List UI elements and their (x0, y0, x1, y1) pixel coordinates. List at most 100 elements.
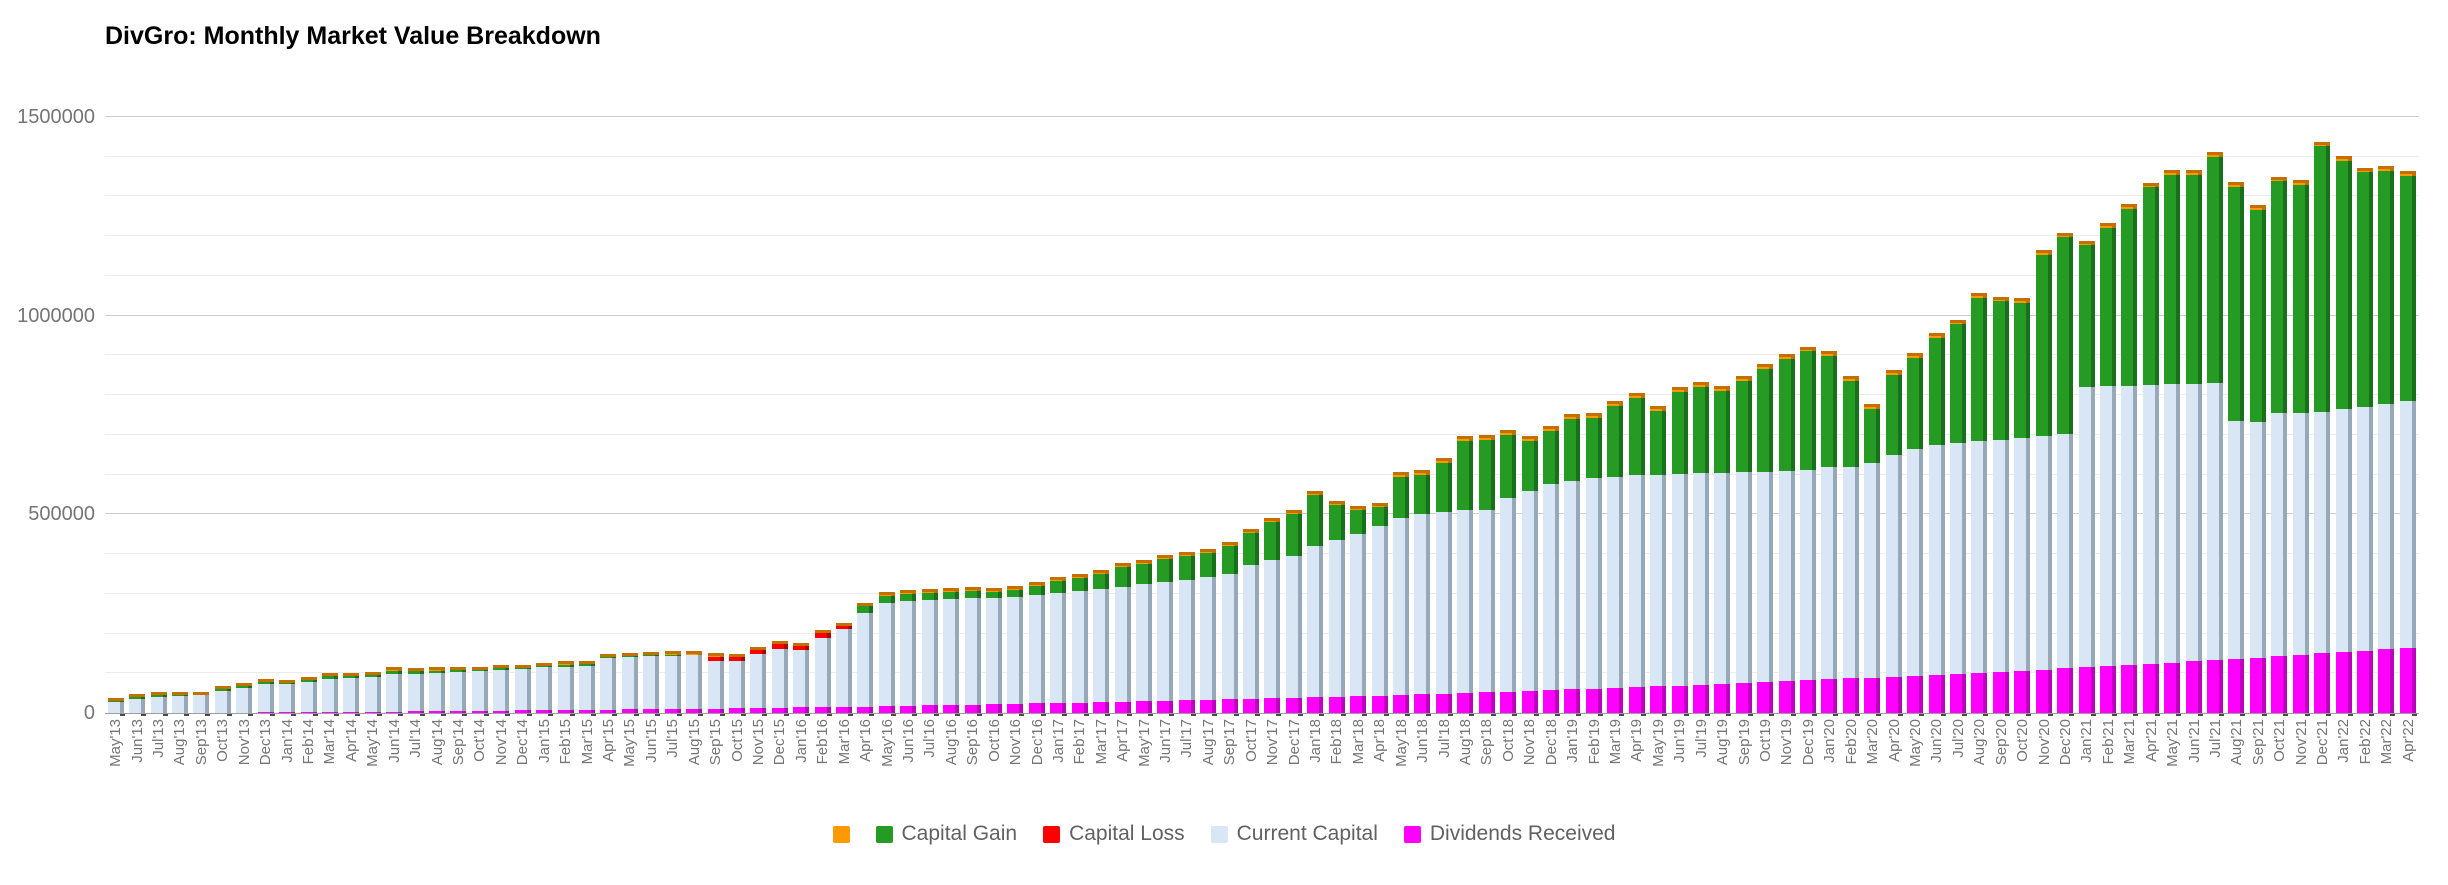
bar-Jun'14[interactable] (386, 667, 404, 716)
segment-capital[interactable] (2314, 412, 2331, 654)
segment-cash[interactable] (1264, 517, 1281, 522)
segment-capital[interactable] (986, 597, 1002, 705)
segment-capital[interactable] (214, 690, 231, 713)
segment-dividends[interactable] (2185, 661, 2202, 713)
segment-cash[interactable] (1885, 370, 1902, 375)
segment-capital[interactable] (1907, 448, 1924, 676)
segment-gain[interactable] (536, 666, 553, 668)
segment-gain[interactable] (986, 591, 1002, 598)
segment-dividends[interactable] (750, 708, 767, 713)
segment-cash[interactable] (771, 640, 788, 644)
segment-dividends[interactable] (1671, 685, 1688, 713)
segment-cash[interactable] (1628, 392, 1645, 398)
segment-capital[interactable] (643, 656, 660, 710)
segment-gain[interactable] (107, 701, 124, 702)
segment-dividends[interactable] (1821, 679, 1838, 713)
segment-cash[interactable] (686, 651, 703, 655)
segment-cash[interactable] (2292, 180, 2309, 185)
bar-Mar'18[interactable] (1350, 505, 1368, 717)
bar-May'14[interactable] (364, 671, 382, 717)
segment-cash[interactable] (986, 587, 1002, 592)
segment-cash[interactable] (857, 602, 874, 606)
segment-dividends[interactable] (878, 706, 895, 713)
bar-May'17[interactable] (1135, 560, 1153, 716)
segment-gain[interactable] (2164, 174, 2181, 385)
bar-Jan'16[interactable] (793, 642, 811, 717)
bar-Feb'15[interactable] (557, 661, 575, 716)
segment-gain[interactable] (1071, 577, 1088, 592)
segment-dividends[interactable] (1414, 694, 1431, 713)
segment-capital[interactable] (878, 602, 895, 707)
bar-Aug'15[interactable] (686, 651, 704, 716)
segment-gain[interactable] (2249, 210, 2266, 422)
segment-dividends[interactable] (2292, 655, 2309, 713)
segment-gain[interactable] (943, 591, 960, 599)
segment-dividends[interactable] (1028, 703, 1045, 713)
segment-gain[interactable] (1135, 564, 1152, 585)
segment-dividends[interactable] (557, 710, 574, 713)
segment-cash[interactable] (129, 693, 146, 698)
segment-gain[interactable] (664, 654, 681, 656)
segment-cash[interactable] (1243, 529, 1260, 534)
segment-dividends[interactable] (814, 707, 831, 713)
segment-gain[interactable] (2099, 227, 2116, 387)
segment-dividends[interactable] (1714, 683, 1731, 713)
segment-dividends[interactable] (2142, 663, 2159, 713)
segment-cash[interactable] (1350, 505, 1367, 510)
segment-cash[interactable] (1328, 500, 1345, 505)
segment-gain[interactable] (1285, 513, 1302, 557)
segment-dividends[interactable] (1393, 695, 1410, 713)
segment-cash[interactable] (2357, 167, 2373, 173)
segment-gain[interactable] (1949, 324, 1966, 443)
segment-gain[interactable] (1800, 351, 1817, 471)
segment-dividends[interactable] (1285, 697, 1302, 713)
segment-dividends[interactable] (1992, 671, 2009, 713)
bar-Jul'13[interactable] (150, 691, 168, 717)
segment-dividends[interactable] (578, 709, 595, 713)
bar-Dec'17[interactable] (1285, 509, 1303, 717)
segment-cash[interactable] (1971, 293, 1988, 298)
segment-cash[interactable] (836, 623, 853, 627)
bar-Dec'16[interactable] (1028, 581, 1046, 717)
segment-dividends[interactable] (514, 710, 531, 713)
segment-capital[interactable] (257, 684, 274, 713)
segment-loss[interactable] (728, 657, 745, 662)
segment-dividends[interactable] (1328, 696, 1345, 713)
segment-gain[interactable] (1050, 580, 1067, 594)
segment-gain[interactable] (2207, 157, 2224, 384)
legend-item-dividends[interactable]: Dividends Received (1403, 822, 1615, 846)
segment-capital[interactable] (1457, 510, 1474, 694)
segment-capital[interactable] (2099, 386, 2116, 667)
segment-cash[interactable] (1650, 405, 1667, 411)
bar-Mar'15[interactable] (578, 660, 596, 717)
segment-capital[interactable] (1864, 462, 1881, 678)
bar-Feb'21[interactable] (2099, 222, 2117, 717)
segment-cash[interactable] (2164, 169, 2181, 175)
bar-Dec'15[interactable] (771, 640, 789, 717)
segment-cash[interactable] (1071, 573, 1088, 578)
bar-Sep'18[interactable] (1478, 434, 1496, 717)
segment-dividends[interactable] (771, 707, 788, 713)
segment-capital[interactable] (2292, 412, 2309, 655)
segment-gain[interactable] (578, 663, 595, 666)
segment-loss[interactable] (836, 626, 853, 629)
segment-dividends[interactable] (1692, 684, 1709, 713)
segment-gain[interactable] (1264, 521, 1281, 561)
segment-cash[interactable] (2228, 181, 2245, 187)
bar-Mar'22[interactable] (2378, 165, 2396, 717)
segment-capital[interactable] (107, 701, 124, 713)
segment-cash[interactable] (1864, 403, 1881, 409)
bar-Jan'17[interactable] (1050, 576, 1068, 717)
segment-cash[interactable] (1778, 354, 1795, 359)
segment-cash[interactable] (664, 651, 681, 655)
segment-cash[interactable] (2271, 176, 2288, 182)
segment-cash[interactable] (536, 662, 553, 667)
segment-dividends[interactable] (1757, 682, 1774, 713)
segment-dividends[interactable] (450, 710, 467, 713)
segment-gain[interactable] (2142, 187, 2159, 385)
segment-capital[interactable] (921, 599, 938, 706)
segment-gain[interactable] (1735, 381, 1752, 473)
segment-capital[interactable] (1500, 498, 1517, 692)
segment-capital[interactable] (150, 696, 167, 713)
segment-cash[interactable] (578, 660, 595, 664)
